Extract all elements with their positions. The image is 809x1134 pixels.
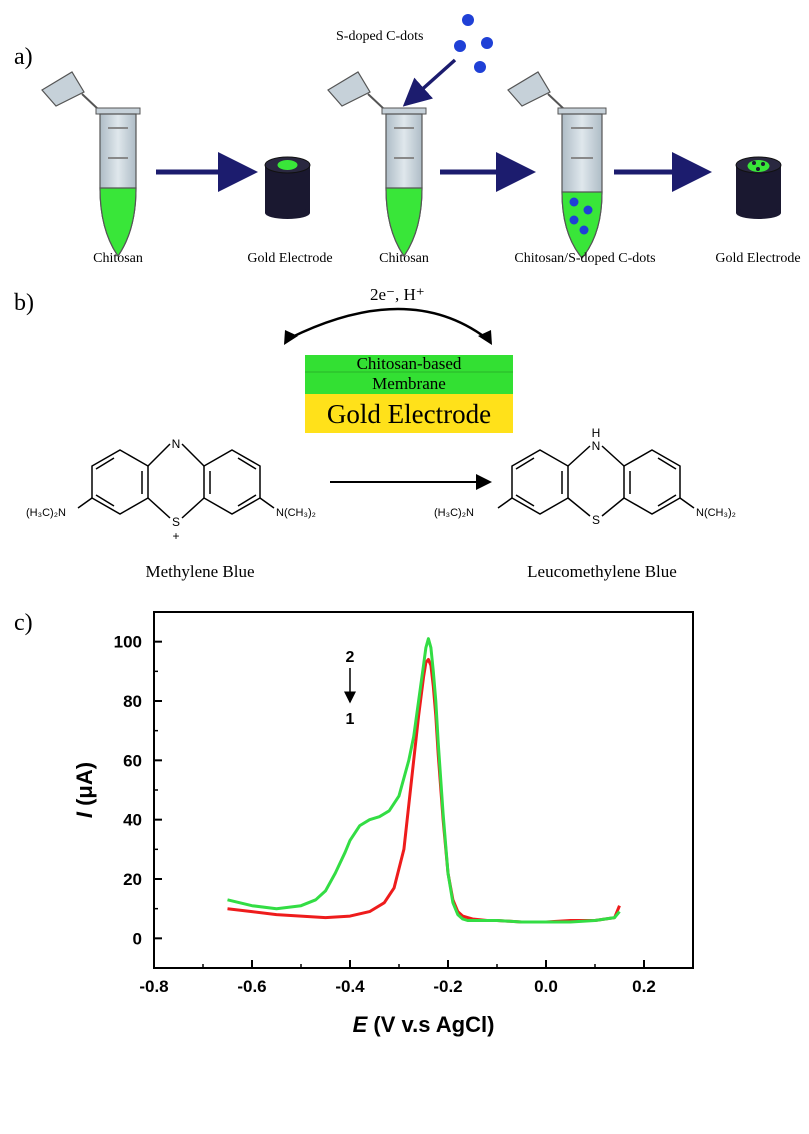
y-tick-label: 0 [133, 929, 142, 948]
panel-c-letter: c) [14, 610, 33, 636]
label-chitosan-1: Chitosan [93, 251, 143, 266]
mb-charge: + [172, 529, 179, 543]
tube-chitosan-1 [41, 71, 141, 258]
label-cdots: S-doped C-dots [336, 29, 424, 44]
mb-right-group: N(CH₃)₂ [276, 507, 316, 519]
electrode-1 [264, 156, 311, 219]
series-line-2 [227, 637, 621, 924]
cdot-3 [481, 37, 493, 49]
x-tick-label: -0.8 [139, 977, 168, 996]
arrow-cdots [402, 58, 457, 107]
tube-chitosan-cdots [507, 71, 607, 259]
label-gold-electrode-2: Gold Electrode [715, 251, 800, 266]
x-tick-label: -0.4 [335, 977, 365, 996]
panel-a: a) Chitosan Gold Electrode S-doped C-dot… [14, 14, 801, 266]
mb-ring-s: S [172, 515, 180, 529]
label-leucomethylene-blue: Leucomethylene Blue [527, 562, 677, 581]
cdot-1 [462, 14, 474, 26]
lmb-left-group: (H₃C)₂N [434, 507, 474, 519]
leucomethylene-blue-structure [497, 445, 695, 517]
series-line-1 [227, 658, 621, 924]
membrane-bottom [305, 372, 513, 394]
x-tick-label: -0.2 [433, 977, 462, 996]
membrane-top [305, 355, 513, 372]
methylene-blue-structure [77, 443, 275, 519]
lmb-right-group: N(CH₃)₂ [696, 507, 736, 519]
label-chitosan-2: Chitosan [379, 251, 429, 266]
curve-label-2: 2 [346, 649, 355, 666]
panel-a-letter: a) [14, 44, 33, 70]
label-methylene-blue: Methylene Blue [145, 562, 254, 581]
mb-ring-n: N [172, 437, 181, 451]
x-tick-label: 0.0 [534, 977, 558, 996]
panel-b: b) 2e⁻, H⁺ Chitosan-based Membrane Gold … [14, 285, 736, 581]
y-tick-label: 80 [123, 692, 142, 711]
mb-left-group: (H₃C)₂N [26, 507, 66, 519]
y-tick-label: 100 [114, 633, 142, 652]
panel-b-letter: b) [14, 290, 34, 316]
panel-c: c) -0.8 -0.6 -0.4 -0.2 0.0 0.2 0 20 40 60 80 100 E (… [14, 610, 694, 1037]
curve-label-1: 1 [346, 711, 355, 728]
membrane-label-1: Chitosan-based [357, 354, 462, 373]
lmb-ring-nh: H [592, 426, 601, 440]
label-electrons-protons: 2e⁻, H⁺ [370, 285, 425, 304]
redox-curved-arrow [289, 307, 487, 340]
cdot-2 [454, 40, 466, 52]
lmb-ring-n: N [592, 439, 601, 453]
membrane-label-2: Membrane [372, 374, 446, 393]
x-tick-label: -0.6 [237, 977, 266, 996]
electrode-label: Gold Electrode [327, 399, 491, 429]
y-tick-label: 20 [123, 870, 142, 889]
cdot-4 [474, 61, 486, 73]
lmb-ring-s: S [592, 513, 600, 527]
label-chitosan-cdots: Chitosan/S-doped C-dots [514, 251, 655, 266]
y-axis-label: I (μA) [72, 762, 97, 818]
y-tick-label: 60 [123, 751, 142, 770]
voltammogram-chart: -0.8 -0.6 -0.4 -0.2 0.0 0.2 0 20 40 60 80 100 E (V v… [72, 611, 694, 1037]
x-tick-label: 0.2 [632, 977, 656, 996]
x-axis-label: E (V v.s AgCl) [353, 1012, 495, 1037]
label-gold-electrode-1: Gold Electrode [247, 251, 332, 266]
y-tick-label: 40 [123, 811, 142, 830]
electrode-2 [735, 156, 782, 219]
electrode-block [305, 394, 513, 433]
tube-chitosan-2 [327, 71, 427, 258]
